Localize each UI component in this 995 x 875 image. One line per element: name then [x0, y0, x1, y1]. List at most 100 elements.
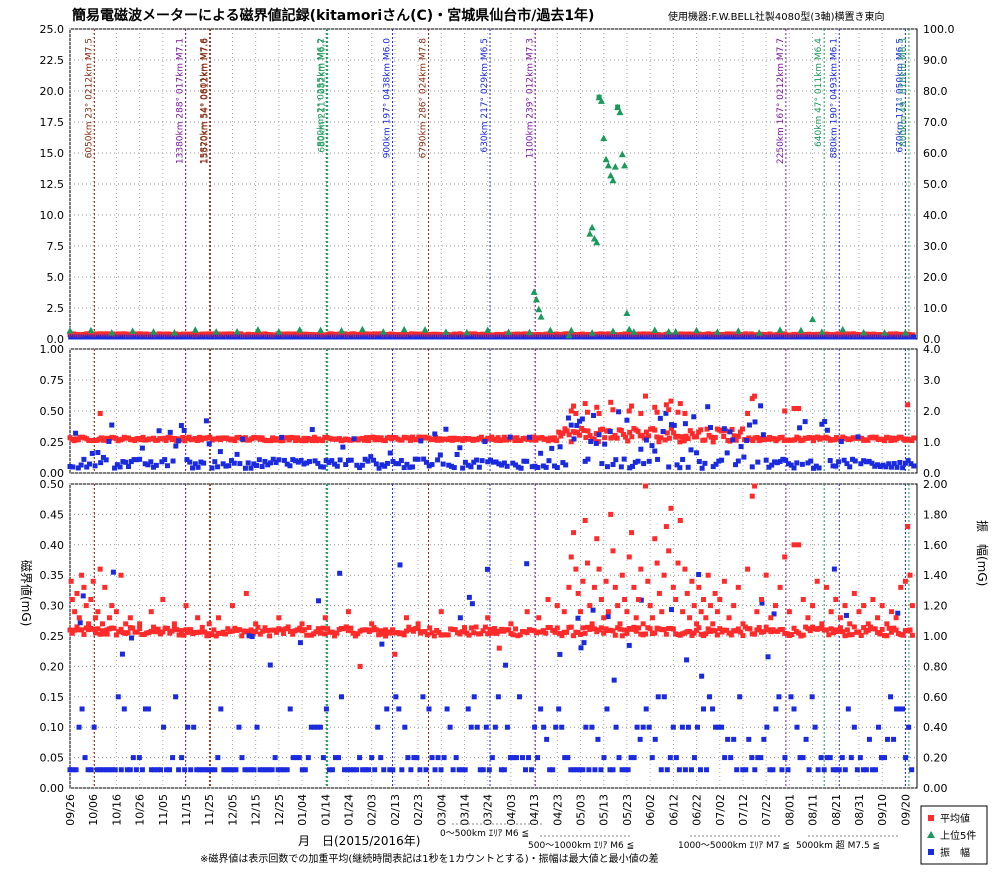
mean-point	[399, 437, 405, 443]
x-axis-label: 月 日(2015/2016年)	[298, 834, 421, 848]
amplitude-point	[590, 607, 596, 613]
amplitude-point	[621, 456, 627, 462]
amplitude-point	[387, 450, 393, 456]
mean-point	[148, 628, 154, 634]
amplitude-point	[351, 436, 357, 442]
legend-marker	[928, 815, 934, 821]
amplitude-point	[457, 615, 463, 621]
mean-point	[568, 624, 574, 630]
y-tick-label-right: 0.0	[923, 333, 941, 346]
y-tick-label-left: 0.0	[47, 333, 65, 346]
mean-point	[213, 633, 219, 639]
x-tick-label: 10/16	[110, 794, 123, 826]
mean-point	[573, 566, 579, 572]
mean-point	[756, 625, 762, 631]
amplitude-point	[348, 457, 354, 463]
amplitude-point	[767, 767, 773, 773]
mean-point	[763, 572, 769, 578]
top5-point	[621, 161, 629, 169]
mean-point	[618, 427, 624, 433]
mean-point	[673, 597, 679, 603]
mean-point	[615, 603, 621, 609]
mean-point	[684, 590, 690, 596]
amplitude-point	[106, 767, 112, 773]
amplitude-point	[568, 767, 574, 773]
mean-point	[909, 632, 915, 638]
mean-point	[847, 621, 853, 627]
amplitude-point	[194, 767, 200, 773]
amplitude-point	[830, 767, 836, 773]
mean-point	[603, 578, 609, 584]
mean-point	[531, 434, 537, 440]
amplitude-point	[440, 461, 446, 467]
x-tick-label: 02/03	[366, 794, 379, 826]
mean-point	[740, 621, 746, 627]
mean-point	[552, 629, 558, 635]
mean-point	[387, 630, 393, 636]
amplitude-point	[130, 755, 136, 761]
amplitude-point	[668, 422, 674, 428]
mean-point	[685, 436, 691, 442]
amplitude-point	[734, 767, 740, 773]
mean-point	[581, 428, 587, 434]
amplitude-point	[771, 611, 777, 617]
mean-point	[431, 633, 437, 639]
mean-point	[708, 434, 714, 440]
top5-point	[818, 328, 826, 335]
amplitude-point	[429, 755, 435, 761]
amplitude-point	[284, 461, 290, 467]
amplitude-point	[242, 465, 248, 471]
distance-legend-label: 5000km 超 M7.5 ≦	[796, 839, 880, 851]
mean-point	[69, 630, 75, 636]
amplitude-point	[109, 422, 115, 428]
earthquake-label: 640km 47° 011km M6.4	[814, 38, 824, 147]
top5-point	[275, 328, 283, 335]
top5-point	[586, 230, 594, 237]
mean-point	[712, 590, 718, 596]
mean-point	[810, 603, 816, 609]
mean-point	[222, 631, 228, 637]
mean-point	[631, 584, 637, 590]
x-tick-label: 03/04	[435, 794, 448, 826]
mean-point	[197, 629, 203, 635]
amplitude-point	[489, 755, 495, 761]
y-tick-label-left: 0.50	[40, 405, 65, 418]
chart-title: 簡易電磁波メーターによる磁界値記録(kitamoriさん(C)・宮城県仙台市/過…	[72, 7, 594, 24]
mean-point	[183, 627, 189, 633]
amplitude-point	[730, 437, 736, 443]
amplitude-point	[215, 464, 221, 470]
top5-point	[170, 328, 178, 336]
x-tick-label: 01/14	[319, 794, 332, 826]
mean-point	[654, 560, 660, 566]
amplitude-point	[206, 441, 212, 447]
mean-point	[383, 633, 389, 639]
amplitude-point	[414, 755, 420, 761]
amplitude-point	[224, 767, 230, 773]
amplitude-point	[342, 767, 348, 773]
amplitude-point	[112, 767, 118, 773]
top5-point	[607, 171, 615, 179]
amplitude-point	[605, 614, 611, 620]
mean-point	[123, 621, 129, 627]
amplitude-point	[357, 465, 363, 471]
top5-point	[651, 326, 659, 334]
top5-point	[618, 150, 626, 158]
mean-point	[545, 438, 551, 444]
amplitude-point	[382, 463, 388, 469]
mean-point	[390, 627, 396, 633]
amplitude-point	[894, 706, 900, 712]
amplitude-point	[791, 465, 797, 471]
amplitude-point	[758, 755, 764, 761]
amplitude-point	[816, 465, 822, 471]
amplitude-point	[811, 465, 817, 471]
mean-point	[415, 621, 421, 627]
amplitude-point	[190, 465, 196, 471]
mean-point	[629, 403, 635, 409]
y-tick-label-right: 1.80	[923, 508, 948, 521]
amplitude-point	[492, 724, 498, 730]
top5-point	[66, 327, 74, 334]
top5-point	[212, 328, 220, 335]
amplitude-point	[842, 767, 848, 773]
legend-marker	[927, 831, 935, 838]
amplitude-point	[905, 458, 911, 464]
